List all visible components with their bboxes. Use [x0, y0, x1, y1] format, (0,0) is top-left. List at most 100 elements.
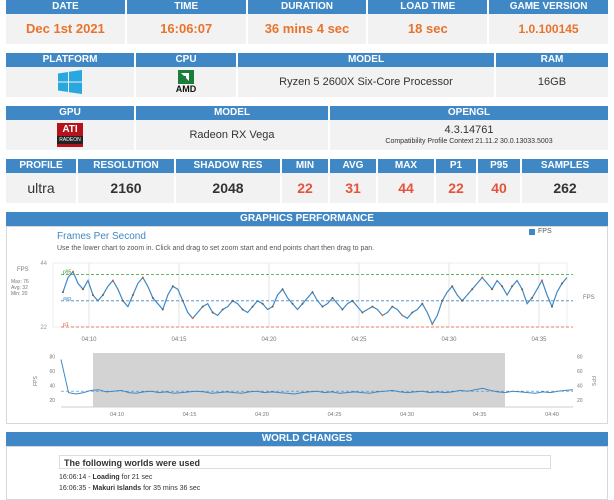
main-stats: Max: 76 Avg: 32 Min: 20 [11, 279, 29, 297]
p95-header: P95 [478, 159, 520, 173]
fps-point [321, 305, 324, 308]
x-tick-label: 04:15 [171, 337, 187, 343]
fps-point [261, 302, 264, 305]
date-value: Dec 1st 2021 [6, 14, 125, 44]
cpu-model-value: Ryzen 5 2600X Six-Core Processor [238, 67, 494, 97]
y-tick-label: 40 [577, 383, 583, 389]
opengl-version: 4.3.14761 [444, 124, 494, 136]
chart-instructions: Use the lower chart to zoom in. Click an… [57, 245, 375, 252]
ref-label-p95: p95 [63, 270, 72, 276]
world-item: 16:06:35 - Makuri Islands for 35 mins 36… [59, 485, 201, 492]
platform-header: PLATFORM [6, 53, 134, 67]
fps-point [471, 288, 474, 291]
fps-point [461, 299, 464, 302]
opengl-header: OPENGL [330, 106, 608, 120]
load-time-header: LOAD TIME [368, 0, 488, 14]
main-fps-chart[interactable]: 04:10 04:15 04:20 04:25 04:30 04:35 44 22 p95 avg… [7, 227, 607, 347]
fps-series-line [62, 270, 568, 326]
game-version-value: 1.0.100145 [489, 14, 608, 44]
fps-point [131, 294, 134, 296]
fps-point [361, 311, 364, 314]
time-cell: TIME 16:06:07 [126, 0, 246, 44]
y-tick-label: 80 [577, 355, 583, 361]
overview-series-line [60, 359, 574, 395]
y-tick-label: 22 [40, 325, 47, 331]
duration-cell: DURATION 36 mins 4 sec [247, 0, 367, 44]
fps-point [111, 279, 114, 282]
ram-cell: RAM 16GB [496, 53, 608, 97]
cpu-cell: CPU AMD [136, 53, 236, 97]
world-panel: The following worlds were used 16:06:14 … [6, 446, 608, 500]
fps-point [181, 299, 184, 302]
fps-point [62, 291, 64, 294]
y-tick-label: 20 [49, 398, 55, 404]
chart-title: Frames Per Second [57, 231, 146, 242]
fps-point [281, 288, 284, 291]
samples-value: 262 [522, 173, 608, 203]
fps-point [501, 285, 504, 288]
y-tick-label: 20 [577, 398, 583, 404]
fps-point [301, 302, 304, 305]
avg-value: 31 [330, 173, 376, 203]
fps-point [531, 296, 534, 299]
windows-logo-icon [58, 70, 82, 94]
y-tick-label: 80 [49, 355, 55, 361]
fps-point [241, 308, 244, 311]
cpu-model-cell: MODEL Ryzen 5 2600X Six-Core Processor [238, 53, 494, 97]
y-tick-label: 60 [577, 369, 583, 375]
fps-point [231, 299, 234, 302]
fps-point [441, 299, 444, 302]
date-cell: DATE Dec 1st 2021 [6, 0, 125, 44]
fps-point [211, 311, 214, 314]
load-time-cell: LOAD TIME 18 sec [368, 0, 488, 44]
opengl-cell: OPENGL 4.3.14761 Compatibility Profile C… [330, 106, 608, 150]
fps-point [331, 296, 334, 299]
fps-point [541, 279, 543, 282]
min-value: 22 [282, 173, 328, 203]
world-item-time: 16:06:35 [59, 485, 87, 492]
x-tick-label: 04:40 [545, 412, 559, 418]
ati-logo-subtext: RADEON [57, 136, 83, 144]
world-section-header: WORLD CHANGES [6, 432, 608, 446]
avg-header: AVG [330, 159, 376, 173]
stat-min: Min: 20 [11, 291, 28, 297]
x-tick-label: 04:35 [531, 337, 547, 343]
fps-point [561, 282, 563, 285]
p95-cell: P95 40 [478, 159, 520, 203]
fps-point [371, 305, 374, 308]
overview-fps-chart[interactable]: 80 80 60 60 40 40 20 20 FPS FPS 04:10 04:15 04:20 04:… [7, 347, 607, 423]
p1-value: 22 [436, 173, 476, 203]
fps-point [341, 308, 344, 311]
fps-point [521, 288, 524, 291]
y-tick-label: 40 [49, 383, 55, 389]
fps-point [351, 299, 354, 302]
fps-point [201, 305, 204, 308]
fps-point [141, 276, 144, 279]
x-tick-label: 04:10 [110, 412, 124, 418]
game-version-header: GAME VERSION [489, 0, 608, 14]
graphics-section-header: GRAPHICS PERFORMANCE [6, 212, 608, 226]
resolution-header: RESOLUTION [78, 159, 174, 173]
chart-legend[interactable]: FPS [529, 228, 552, 235]
min-cell: MIN 22 [282, 159, 328, 203]
overview-ylabel: FPS [33, 375, 39, 385]
fps-point [411, 311, 414, 314]
fps-point [72, 270, 74, 273]
avg-cell: AVG 31 [330, 159, 376, 203]
y-tick-label: 60 [49, 369, 55, 375]
fps-point [171, 285, 174, 288]
resolution-value: 2160 [78, 173, 174, 203]
gpu-model-header: MODEL [136, 106, 328, 120]
y-tick-label: 44 [40, 261, 47, 267]
gpu-model-cell: MODEL Radeon RX Vega [136, 106, 328, 150]
world-box-title: The following worlds were used [59, 455, 551, 469]
x-tick-label: 04:25 [328, 412, 342, 418]
fps-point [481, 276, 484, 279]
ram-header: RAM [496, 53, 608, 67]
max-value: 44 [378, 173, 434, 203]
x-tick-label: 04:20 [255, 412, 269, 418]
p95-value: 40 [478, 173, 520, 203]
graphics-panel: Frames Per Second Use the lower chart to… [6, 226, 608, 424]
fps-point [381, 314, 384, 317]
fps-point [491, 288, 494, 291]
